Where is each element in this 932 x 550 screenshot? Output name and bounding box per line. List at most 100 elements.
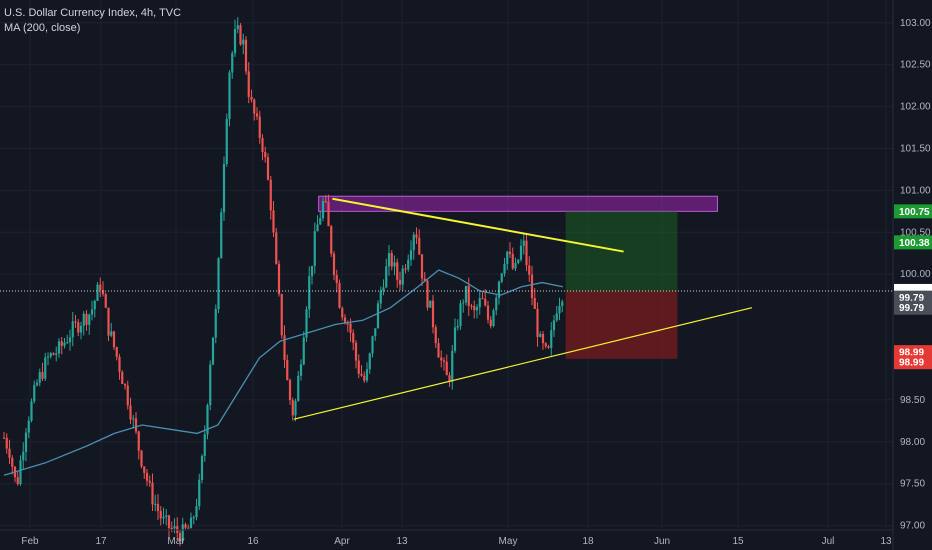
candle-body — [35, 382, 39, 386]
lower-trendline — [293, 307, 753, 420]
candle-body — [393, 262, 396, 267]
candle-body — [255, 113, 259, 117]
candle-body — [519, 245, 523, 260]
candle-body — [71, 321, 74, 338]
price-tag — [894, 300, 932, 315]
upper-trendline — [332, 197, 624, 253]
loss-zone — [565, 290, 678, 359]
candle-body — [16, 477, 19, 485]
candle-body — [473, 306, 476, 311]
y-tick-label: 102.00 — [900, 102, 931, 113]
candle-body — [115, 347, 118, 357]
y-tick-label: 98.50 — [900, 395, 925, 406]
candle-body — [22, 451, 25, 461]
candle-body — [277, 263, 281, 295]
candle-body — [475, 307, 479, 311]
candle-body — [470, 305, 473, 307]
candle-body — [525, 240, 528, 266]
x-tick-label: Feb — [21, 536, 39, 547]
candle-body — [500, 273, 503, 282]
candle-body — [286, 359, 289, 381]
candle-body — [382, 287, 385, 291]
price-tag-label: 98.99 — [899, 358, 924, 369]
candle-body — [159, 511, 162, 519]
candle-body — [242, 39, 245, 45]
candle-body — [431, 300, 435, 328]
candle-body — [401, 268, 404, 285]
candle-body — [332, 253, 336, 276]
candle-body — [330, 226, 333, 254]
candle-body — [244, 39, 248, 72]
candle-body — [8, 448, 11, 458]
candle-body — [462, 302, 465, 304]
candle-body — [192, 517, 195, 519]
candle-body — [96, 284, 99, 301]
candle-body — [30, 401, 33, 421]
candle-body — [236, 25, 239, 30]
candle-body — [341, 307, 344, 318]
candle-body — [165, 515, 168, 517]
candle-body — [280, 294, 283, 336]
candle-body — [118, 356, 121, 372]
candle-body — [33, 385, 36, 402]
candle-body — [459, 303, 462, 326]
candle-body — [77, 322, 80, 333]
candle-body — [200, 455, 204, 480]
candle-body — [104, 294, 107, 308]
candle-body — [217, 258, 220, 310]
candle-body — [88, 314, 91, 325]
candle-body — [415, 234, 418, 238]
candle-body — [451, 350, 454, 382]
candle-body — [354, 342, 358, 361]
candle-body — [101, 290, 105, 295]
candle-body — [536, 308, 539, 337]
price-tag-label: 99.79 — [899, 293, 924, 304]
candle-body — [162, 516, 165, 519]
candle-body — [123, 384, 127, 386]
candle-body — [247, 71, 250, 97]
candle-body — [495, 297, 498, 311]
candle-body — [2, 437, 6, 439]
candle-body — [371, 336, 374, 354]
candle-body — [187, 527, 190, 529]
candle-body — [107, 307, 110, 336]
candle-body — [357, 360, 360, 374]
candle-body — [184, 524, 187, 528]
candle-body — [453, 327, 457, 351]
candle-body — [552, 320, 556, 331]
candle-body — [291, 400, 294, 416]
candle-body — [423, 278, 426, 281]
candle-body — [374, 328, 377, 337]
candle-body — [288, 380, 292, 401]
candle-body — [266, 157, 270, 180]
candle-body — [497, 281, 501, 298]
resistance-zone — [318, 195, 718, 212]
candle-body — [335, 275, 338, 284]
candle-body — [137, 431, 140, 451]
moving-average-line — [3, 269, 564, 476]
candle-body — [514, 262, 517, 269]
candle-body — [38, 372, 41, 383]
chart-title: U.S. Dollar Currency Index, 4h, TVC — [4, 7, 182, 19]
candle-body — [561, 301, 564, 306]
candle-body — [550, 330, 553, 348]
y-tick-label: 100.00 — [900, 269, 931, 280]
candle-body — [429, 300, 432, 308]
candle-body — [528, 265, 531, 275]
candle-body — [145, 472, 149, 481]
candle-body — [151, 482, 154, 505]
candle-body — [517, 259, 520, 263]
candle-body — [530, 274, 534, 298]
candle-body — [467, 285, 470, 306]
candle-body — [481, 298, 484, 300]
candle-body — [522, 240, 525, 246]
candle-body — [442, 360, 446, 362]
y-tick-label: 101.50 — [900, 143, 931, 154]
candle-body — [533, 297, 536, 309]
candle-body — [346, 323, 349, 325]
candle-body — [203, 434, 206, 456]
candle-body — [250, 96, 253, 100]
